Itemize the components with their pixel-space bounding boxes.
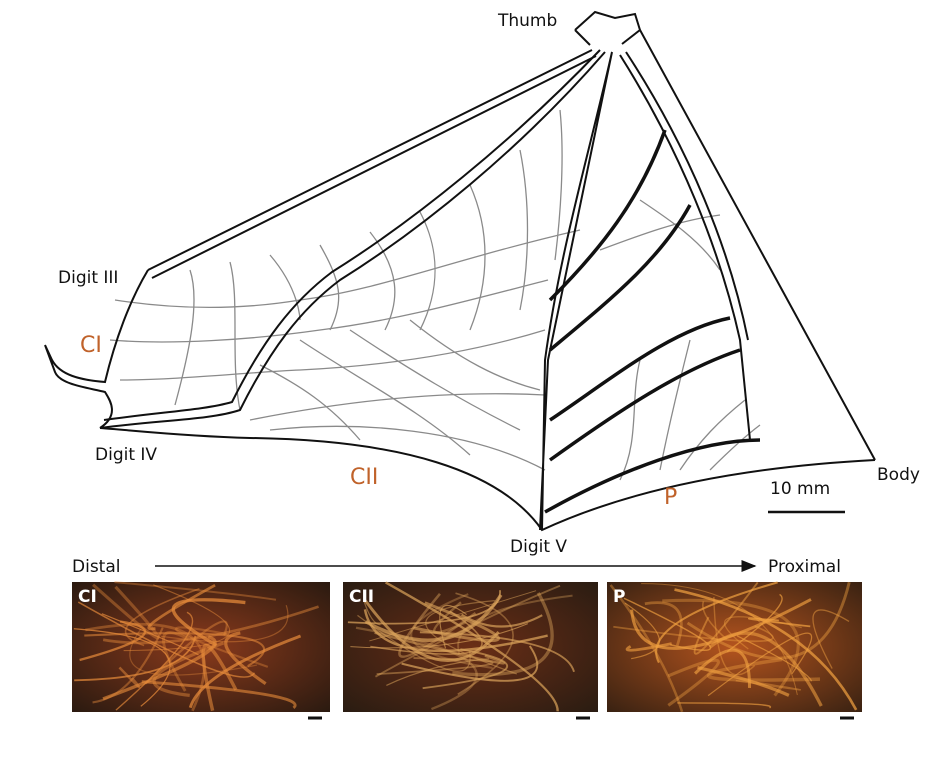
axis-end: Proximal bbox=[768, 557, 841, 577]
fiber bbox=[114, 581, 277, 601]
panel-label: CI bbox=[78, 587, 97, 607]
fiber bbox=[419, 631, 575, 673]
fiber bbox=[92, 583, 160, 640]
outline bbox=[147, 10, 876, 461]
label-thumb: Thumb bbox=[497, 11, 557, 31]
micrograph: P bbox=[607, 581, 862, 720]
fiber bbox=[123, 584, 231, 652]
digit-iv bbox=[99, 49, 606, 429]
fiber bbox=[363, 600, 381, 626]
fiber bbox=[702, 601, 728, 640]
fiber bbox=[92, 627, 164, 704]
fiber bbox=[201, 643, 238, 712]
fiber bbox=[812, 609, 850, 669]
region-p: P bbox=[664, 485, 677, 510]
fiber bbox=[422, 648, 509, 690]
label-digit-iv: Digit IV bbox=[95, 445, 157, 465]
fiber bbox=[693, 648, 752, 688]
fiber bbox=[141, 680, 297, 710]
fiber bbox=[625, 642, 672, 652]
fiber bbox=[115, 611, 194, 711]
fiber bbox=[386, 658, 490, 687]
fiber bbox=[736, 635, 813, 682]
fiber bbox=[662, 598, 800, 697]
fiber bbox=[452, 592, 554, 677]
label-body: Body bbox=[877, 465, 920, 485]
fiber bbox=[224, 631, 267, 686]
fiber bbox=[85, 622, 206, 712]
fiber bbox=[674, 588, 858, 711]
region-cii: CII bbox=[350, 465, 378, 490]
fiber bbox=[401, 645, 539, 682]
micrograph: CII bbox=[343, 581, 598, 720]
proximal-bone bbox=[619, 51, 751, 441]
fiber bbox=[697, 665, 790, 697]
fiber bbox=[101, 613, 199, 656]
fiber bbox=[84, 632, 266, 667]
label-digit-iii: Digit III bbox=[58, 268, 118, 288]
fiber bbox=[347, 590, 501, 625]
fiber bbox=[706, 657, 821, 682]
fiber bbox=[118, 666, 141, 689]
fiber bbox=[79, 620, 146, 662]
panel-label: P bbox=[613, 587, 625, 607]
fiber bbox=[364, 599, 500, 662]
fiber bbox=[160, 605, 289, 643]
fiber bbox=[129, 628, 258, 676]
fiber bbox=[707, 632, 813, 697]
micrograph: CI bbox=[72, 581, 330, 720]
fiber bbox=[724, 616, 802, 650]
fiber bbox=[385, 581, 559, 712]
trailing-edge bbox=[99, 427, 876, 532]
panels: CI CII P bbox=[72, 581, 862, 720]
fiber bbox=[460, 613, 543, 628]
fiber bbox=[713, 596, 756, 676]
wing-drawing bbox=[44, 10, 876, 532]
fiber bbox=[350, 623, 529, 649]
fiber bbox=[147, 583, 216, 631]
fiber bbox=[726, 593, 783, 653]
fiber bbox=[747, 617, 811, 628]
fiber bbox=[369, 590, 537, 642]
scale-bar-label: 10 mm bbox=[770, 479, 830, 499]
micrograph-bg bbox=[343, 582, 598, 712]
fiber bbox=[693, 581, 759, 655]
label-digit-v: Digit V bbox=[510, 537, 567, 557]
fiber bbox=[630, 598, 812, 650]
fiber bbox=[364, 594, 503, 642]
fiber bbox=[667, 658, 720, 707]
fiber bbox=[374, 631, 506, 665]
fiber bbox=[677, 702, 772, 709]
fiber bbox=[613, 625, 774, 643]
fiber bbox=[398, 592, 477, 658]
fiber bbox=[370, 610, 483, 655]
fiber bbox=[74, 635, 197, 682]
fiber bbox=[144, 620, 228, 685]
fiber bbox=[655, 581, 778, 664]
digit-iii bbox=[44, 269, 149, 429]
region-ci: CI bbox=[80, 333, 102, 358]
axis-start: Distal bbox=[72, 557, 120, 577]
fibers bbox=[109, 109, 761, 481]
fiber bbox=[102, 635, 217, 701]
fiber bbox=[162, 631, 189, 692]
fiber bbox=[644, 601, 683, 646]
panel-label: CII bbox=[349, 587, 374, 607]
fiber bbox=[188, 634, 302, 709]
digit-v bbox=[539, 51, 613, 531]
fiber bbox=[73, 628, 171, 707]
fiber bbox=[357, 614, 471, 672]
